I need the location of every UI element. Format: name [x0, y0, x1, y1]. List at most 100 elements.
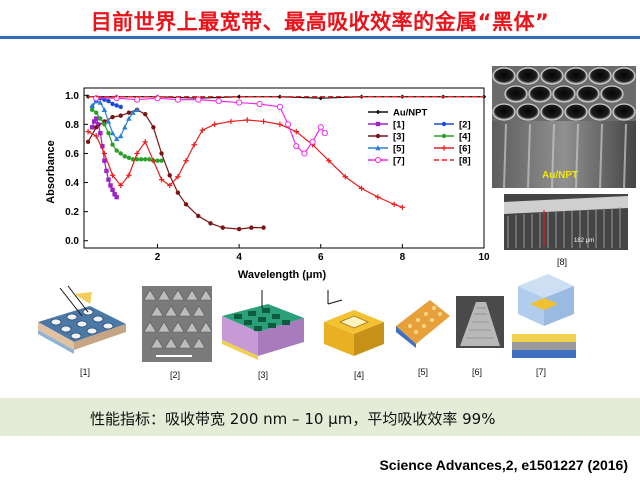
- data-point: [399, 204, 406, 210]
- cross-section-sem-image: 182 μm: [504, 194, 628, 250]
- data-point: [326, 158, 332, 164]
- data-point: [236, 99, 243, 106]
- x-axis-label: Wavelength (μm): [238, 269, 327, 281]
- data-point: [277, 121, 283, 128]
- legend-marker: [375, 145, 381, 151]
- data-point: [317, 124, 324, 131]
- data-point: [284, 121, 292, 128]
- data-point: [130, 110, 136, 115]
- data-point: [118, 113, 123, 118]
- data-point: [159, 151, 164, 156]
- performance-summary-box: 性能指标：吸收带宽 200 nm – 10 μm，平均吸收效率 99%: [0, 398, 640, 436]
- data-point: [155, 158, 160, 163]
- data-point: [167, 173, 172, 178]
- data-point: [96, 122, 101, 127]
- data-point: [126, 110, 132, 115]
- data-point: [215, 97, 222, 105]
- data-point: [134, 150, 140, 157]
- y-tick-label: 0.8: [65, 120, 79, 131]
- data-point: [98, 130, 103, 136]
- data-point: [159, 158, 164, 163]
- legend-entry: [4]: [459, 132, 471, 143]
- data-point: [85, 139, 91, 145]
- series-3: [85, 107, 266, 232]
- data-point: [228, 118, 234, 125]
- data-point: [112, 191, 117, 197]
- data-point: [126, 172, 132, 178]
- plot-frame: [83, 87, 485, 249]
- data-point: [97, 99, 104, 105]
- legend-marker: [441, 121, 447, 127]
- panel-1-image: [30, 284, 130, 362]
- legend-entry: [7]: [393, 156, 405, 167]
- series-line: [96, 97, 326, 155]
- data-point: [89, 102, 95, 108]
- panel-label-5: [5]: [418, 367, 429, 377]
- data-point: [391, 201, 397, 208]
- data-point: [106, 130, 111, 136]
- data-point: [110, 142, 115, 147]
- legend-marker: [375, 109, 381, 115]
- data-point: [293, 128, 299, 135]
- y-axis-label: Absorbance: [45, 140, 57, 204]
- data-point: [301, 150, 308, 157]
- data-point: [114, 103, 119, 108]
- data-point: [114, 194, 119, 200]
- chart-series: [85, 94, 487, 232]
- series-5: [89, 98, 140, 142]
- data-point: [158, 176, 165, 183]
- data-point: [122, 154, 128, 159]
- data-point: [109, 172, 116, 178]
- legend-marker: [375, 121, 381, 127]
- data-point: [114, 148, 119, 153]
- data-point: [183, 158, 189, 164]
- panel-label-1: [1]: [80, 367, 91, 377]
- series-line: [87, 119, 403, 208]
- data-point: [101, 107, 108, 113]
- panel-3-image: [218, 286, 308, 362]
- data-point: [101, 150, 108, 157]
- x-tick-label: 8: [400, 252, 406, 263]
- data-point: [143, 111, 148, 117]
- scale-label: 182 μm: [574, 238, 595, 244]
- legend-entry: [6]: [459, 144, 471, 155]
- data-point: [108, 183, 113, 188]
- data-point: [276, 103, 284, 111]
- panel-5-image: [396, 296, 450, 348]
- legend-marker: [375, 133, 381, 139]
- data-point: [261, 225, 266, 230]
- data-point: [118, 182, 124, 189]
- data-point: [195, 96, 202, 103]
- data-point: [220, 225, 225, 230]
- legend-entry: [1]: [393, 120, 405, 131]
- data-point: [151, 125, 156, 130]
- data-point: [211, 121, 218, 128]
- panel-label-2: [2]: [170, 370, 181, 380]
- data-point: [102, 122, 107, 127]
- data-point: [142, 139, 148, 145]
- data-point: [293, 143, 300, 150]
- data-point: [110, 101, 115, 107]
- data-point: [92, 119, 97, 124]
- absorbance-chart: 2 4 6 8 10 0.0 0.2 0.4 0.6 0.8 1.0 Wavelength (μm)…: [45, 87, 490, 281]
- chart-ticks: 2 4 6 8 10 0.0 0.2 0.4 0.6 0.8 1.0: [65, 91, 490, 263]
- data-point: [118, 104, 123, 110]
- data-point: [98, 116, 103, 121]
- panel-6-image: [456, 296, 504, 348]
- panel-label-7: [7]: [536, 367, 547, 377]
- data-point: [93, 133, 99, 139]
- data-point: [358, 185, 365, 192]
- panel-label-6: [6]: [472, 367, 483, 377]
- data-point: [89, 107, 95, 113]
- data-point: [321, 129, 328, 137]
- data-point: [105, 118, 112, 124]
- legend-entry: [5]: [393, 144, 405, 155]
- data-point: [175, 190, 181, 195]
- slide-title: 目前世界上最宽带、最高吸收效率的金属“黑体”: [90, 10, 550, 34]
- data-point: [342, 174, 348, 180]
- legend-entry: Au/NPT: [393, 108, 428, 119]
- legend-entry: [2]: [459, 120, 471, 131]
- data-point: [94, 116, 99, 121]
- y-tick-label: 0.6: [65, 149, 79, 160]
- title-divider: [0, 36, 640, 39]
